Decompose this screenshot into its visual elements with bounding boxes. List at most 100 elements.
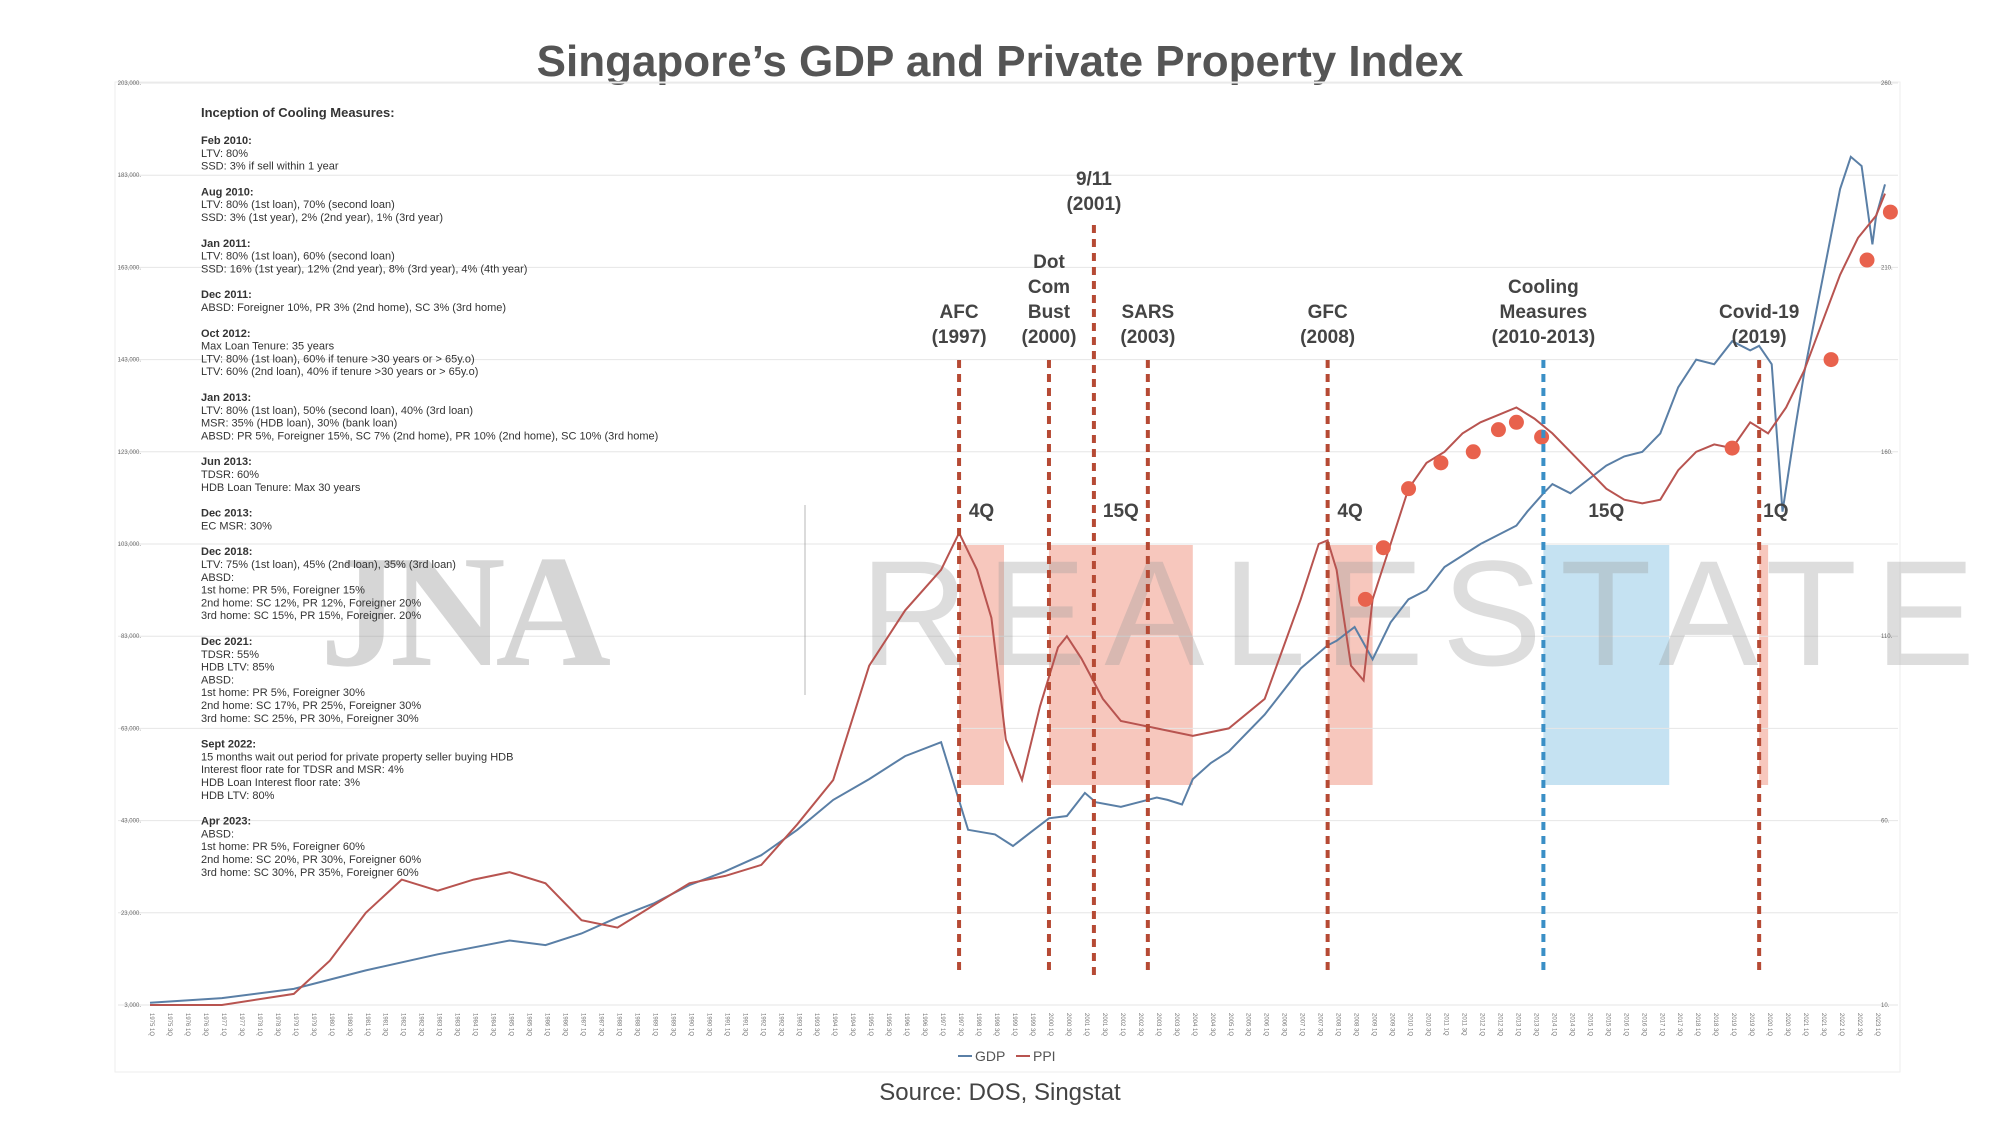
x-tick-label: 1985 3Q [526,1013,532,1036]
ppi-highlight-point [1490,422,1506,438]
x-tick-label: 2007 3Q [1317,1013,1323,1036]
legend: GDP PPI [958,1048,1056,1064]
event-label: AFC [940,302,979,323]
x-tick-label: 2008 1Q [1335,1013,1341,1036]
ppi-highlight-point [1357,591,1373,607]
x-tick-label: 2015 3Q [1604,1013,1610,1036]
x-tick-label: 2015 1Q [1586,1013,1592,1036]
notes-item-line: ABSD: [201,674,234,686]
x-tick-label: 2003 1Q [1155,1013,1161,1036]
notes-item-line: Max Loan Tenure: 35 years [201,341,335,353]
watermark-text: REALESTATE [860,529,1993,697]
event-label: (1997) [932,327,987,348]
event-label: (2001) [1066,194,1121,215]
ppi-highlight-point [1823,352,1839,368]
notes-item-heading: Aug 2010: [201,186,254,198]
x-tick-label: 2017 1Q [1658,1013,1664,1036]
notes-item-line: ABSD: PR 5%, Foreigner 15%, SC 7% (2nd h… [201,430,658,442]
notes-item-line: HDB Loan Tenure: Max 30 years [201,482,361,494]
series-layer [149,155,1898,1006]
x-tick-label: 1987 3Q [597,1013,603,1036]
watermark: JNA REALESTATE [320,505,1993,700]
x-tick-label: 2019 3Q [1748,1013,1754,1036]
x-tick-label: 2013 3Q [1532,1013,1538,1036]
x-tick-label: 1989 1Q [651,1013,657,1036]
period-band [1759,545,1769,785]
event-label: 9/11 [1076,169,1112,190]
event-label: Covid-19 [1719,302,1799,323]
ppi-highlight-point [1724,440,1740,456]
event-label: (2019) [1732,327,1787,348]
legend-gdp-label: GDP [975,1048,1005,1064]
x-tick-label: 2013 1Q [1514,1013,1520,1036]
x-tick-label: 1991 3Q [741,1013,747,1036]
x-tick-label: 2023 1Q [1874,1013,1880,1036]
event-label: SARS [1121,302,1174,323]
x-tick-label: 1978 1Q [256,1013,262,1036]
events-layer: 4Q 15Q 4Q 15Q 1Q AFC (1997) Dot Com Bust (2000) 9/1… [932,169,1799,975]
event-label: (2000) [1022,327,1077,348]
notes-item-line: EC MSR: 30% [201,520,272,532]
notes-item-line: LTV: 75% (1st loan), 45% (2nd loan), 35%… [201,559,456,571]
x-tick-label: 2006 3Q [1281,1013,1287,1036]
event-label: GFC [1308,302,1348,323]
period-band [1048,545,1193,785]
chart-title: Singapore’s GDP and Private Property Ind… [537,37,1464,86]
y-right-tick-label: 10. [1881,1003,1890,1009]
series-line-ppi [150,193,1886,1006]
x-tick-label: 1975 1Q [148,1013,154,1036]
x-tick-label: 2000 3Q [1065,1013,1071,1036]
x-tick-label: 1982 1Q [400,1013,406,1036]
x-tick-label: 1996 1Q [903,1013,909,1036]
notes-item-line: Interest floor rate for TDSR and MSR: 4% [201,764,404,776]
notes-item-line: 2nd home: SC 20%, PR 30%, Foreigner 60% [201,854,421,866]
y-right-tick-label: 260. [1881,81,1893,87]
x-tick-label: 1977 1Q [220,1013,226,1036]
x-tick-label: 1986 1Q [544,1013,550,1036]
notes-item-line: 1st home: PR 5%, Foreigner 15% [201,585,365,597]
notes-item-line: ABSD: Foreigner 10%, PR 3% (2nd home), S… [201,302,506,314]
series-line-gdp [149,155,1886,1004]
notes-item-line: TDSR: 55% [201,649,259,661]
notes-item-heading: Dec 2013: [201,508,252,520]
x-tick-label: 1991 1Q [723,1013,729,1036]
x-tick-label: 2002 3Q [1137,1013,1143,1036]
x-tick-label: 1983 1Q [436,1013,442,1036]
x-tick-label: 2004 1Q [1191,1013,1197,1036]
x-tick-label: 2004 3Q [1209,1013,1215,1036]
x-tick-label: 1995 1Q [867,1013,873,1036]
x-tick-label: 1997 1Q [939,1013,945,1036]
ppi-highlight-point [1859,252,1875,268]
x-tick-label: 1976 1Q [184,1013,190,1036]
y-right-tick-label: 110. [1881,634,1893,640]
period-label: 15Q [1588,501,1624,522]
legend-ppi-label: PPI [1033,1048,1056,1064]
notes-item-line: 3rd home: SC 30%, PR 35%, Foreigner 60% [201,867,419,879]
event-label: Bust [1028,302,1071,323]
x-tick-label: 2005 1Q [1227,1013,1233,1036]
x-tick-label: 1992 3Q [777,1013,783,1036]
notes-item-line: LTV: 80% [201,148,248,160]
watermark-logo: JNA [320,522,611,700]
notes-item-line: 3rd home: SC 15%, PR 15%, Foreigner. 20% [201,610,421,622]
x-tick-label: 1996 3Q [921,1013,927,1036]
notes-item-line: 2nd home: SC 12%, PR 12%, Foreigner 20% [201,597,421,609]
ppi-highlight-point [1433,455,1449,471]
x-tick-label: 1989 3Q [669,1013,675,1036]
period-label: 4Q [969,501,994,522]
x-tick-label: 1994 1Q [831,1013,837,1036]
x-tick-label: 2014 1Q [1550,1013,1556,1036]
notes-item-line: TDSR: 60% [201,469,259,481]
x-tick-label: 1984 3Q [490,1013,496,1036]
notes-item-heading: Dec 2021: [201,636,252,648]
x-tick-label: 2016 1Q [1622,1013,1628,1036]
x-tick-label: 2019 1Q [1730,1013,1736,1036]
plot-frame [114,81,1901,1073]
x-tick-label: 1984 1Q [472,1013,478,1036]
x-tick-label: 2011 3Q [1460,1013,1466,1036]
x-tick-label: 2006 1Q [1263,1013,1269,1036]
x-tick-label: 1981 1Q [364,1013,370,1036]
y-right-tick-label: 160. [1881,450,1893,456]
event-label: (2010-2013) [1492,327,1596,348]
